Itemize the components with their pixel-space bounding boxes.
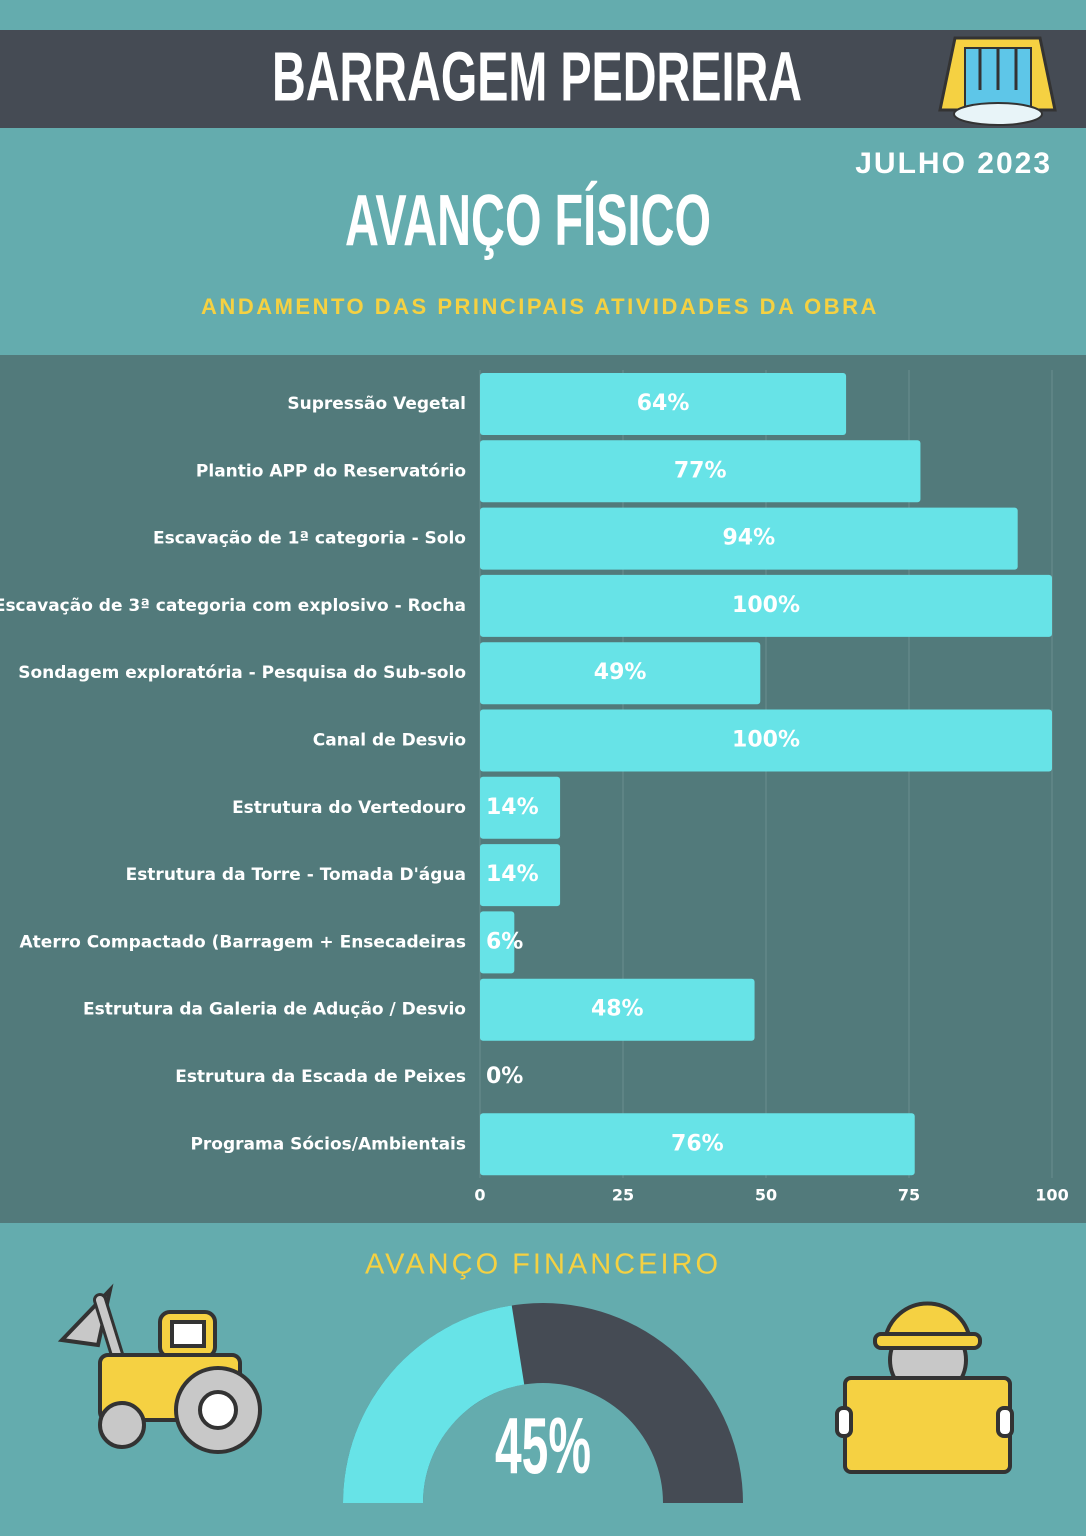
x-tick-label: 75	[898, 1186, 920, 1205]
x-tick-label: 50	[755, 1186, 777, 1205]
category-label: Supressão Vegetal	[287, 394, 466, 414]
chart-subtitle: ANDAMENTO DAS PRINCIPAIS ATIVIDADES DA O…	[201, 294, 879, 319]
category-label: Sondagem exploratória - Pesquisa do Sub-…	[18, 663, 466, 683]
worker-icon	[835, 1301, 1014, 1474]
category-label: Estrutura do Vertedouro	[232, 798, 466, 818]
bar	[480, 440, 921, 503]
header-bar	[0, 30, 1086, 128]
bar	[480, 1113, 915, 1176]
category-label: Estrutura da Galeria de Adução / Desvio	[83, 1000, 466, 1020]
gauge-value	[343, 1305, 525, 1503]
category-label: Programa Sócios/Ambientais	[190, 1134, 466, 1154]
value-label: 14%	[486, 795, 539, 820]
value-label: 48%	[591, 997, 644, 1022]
tractor-icon	[57, 1283, 262, 1454]
value-label: 14%	[486, 862, 539, 887]
category-label: Escavação de 3ª categoria com explosivo …	[0, 596, 466, 616]
value-label: 76%	[671, 1131, 724, 1156]
x-tick-label: 100	[1035, 1186, 1068, 1205]
bar	[480, 642, 761, 705]
page-title: BARRAGEM PEDREIRA	[272, 37, 802, 115]
category-label: Canal de Desvio	[313, 731, 466, 751]
bar	[480, 978, 755, 1041]
category-label: Aterro Compactado (Barragem + Ensecadeir…	[20, 932, 466, 952]
bar	[480, 844, 561, 907]
bar	[480, 776, 561, 839]
gauge-title: AVANÇO FINANCEIRO	[365, 1249, 721, 1281]
date: JULHO 2023	[855, 147, 1052, 180]
category-label: Estrutura da Torre - Tomada D'água	[126, 865, 466, 885]
value-label: 77%	[674, 458, 727, 483]
value-label: 100%	[732, 728, 800, 753]
category-label: Escavação de 1ª categoria - Solo	[153, 529, 466, 549]
dam-icon	[938, 36, 1057, 126]
bar	[480, 709, 1052, 772]
bar-chart: 0 25 50 75 100 Supressão Vegetal 64% Plantio AP…	[0, 370, 1069, 1205]
value-label: 0%	[486, 1064, 523, 1089]
value-label: 100%	[732, 593, 800, 618]
bar	[480, 574, 1052, 637]
value-label: 49%	[594, 660, 647, 685]
category-label: Plantio APP do Reservatório	[196, 461, 466, 481]
x-tick-label: 25	[612, 1186, 634, 1205]
value-label: 64%	[637, 391, 690, 416]
category-label: Estrutura da Escada de Peixes	[175, 1067, 466, 1087]
bar	[480, 373, 847, 435]
value-label: 6%	[486, 929, 523, 954]
chart-title: AVANÇO FÍSICO	[345, 181, 711, 261]
bar	[480, 911, 515, 974]
bar	[480, 507, 1018, 570]
value-label: 94%	[723, 526, 776, 551]
x-tick-label: 0	[474, 1186, 485, 1205]
gauge-label: 45%	[495, 1401, 591, 1490]
